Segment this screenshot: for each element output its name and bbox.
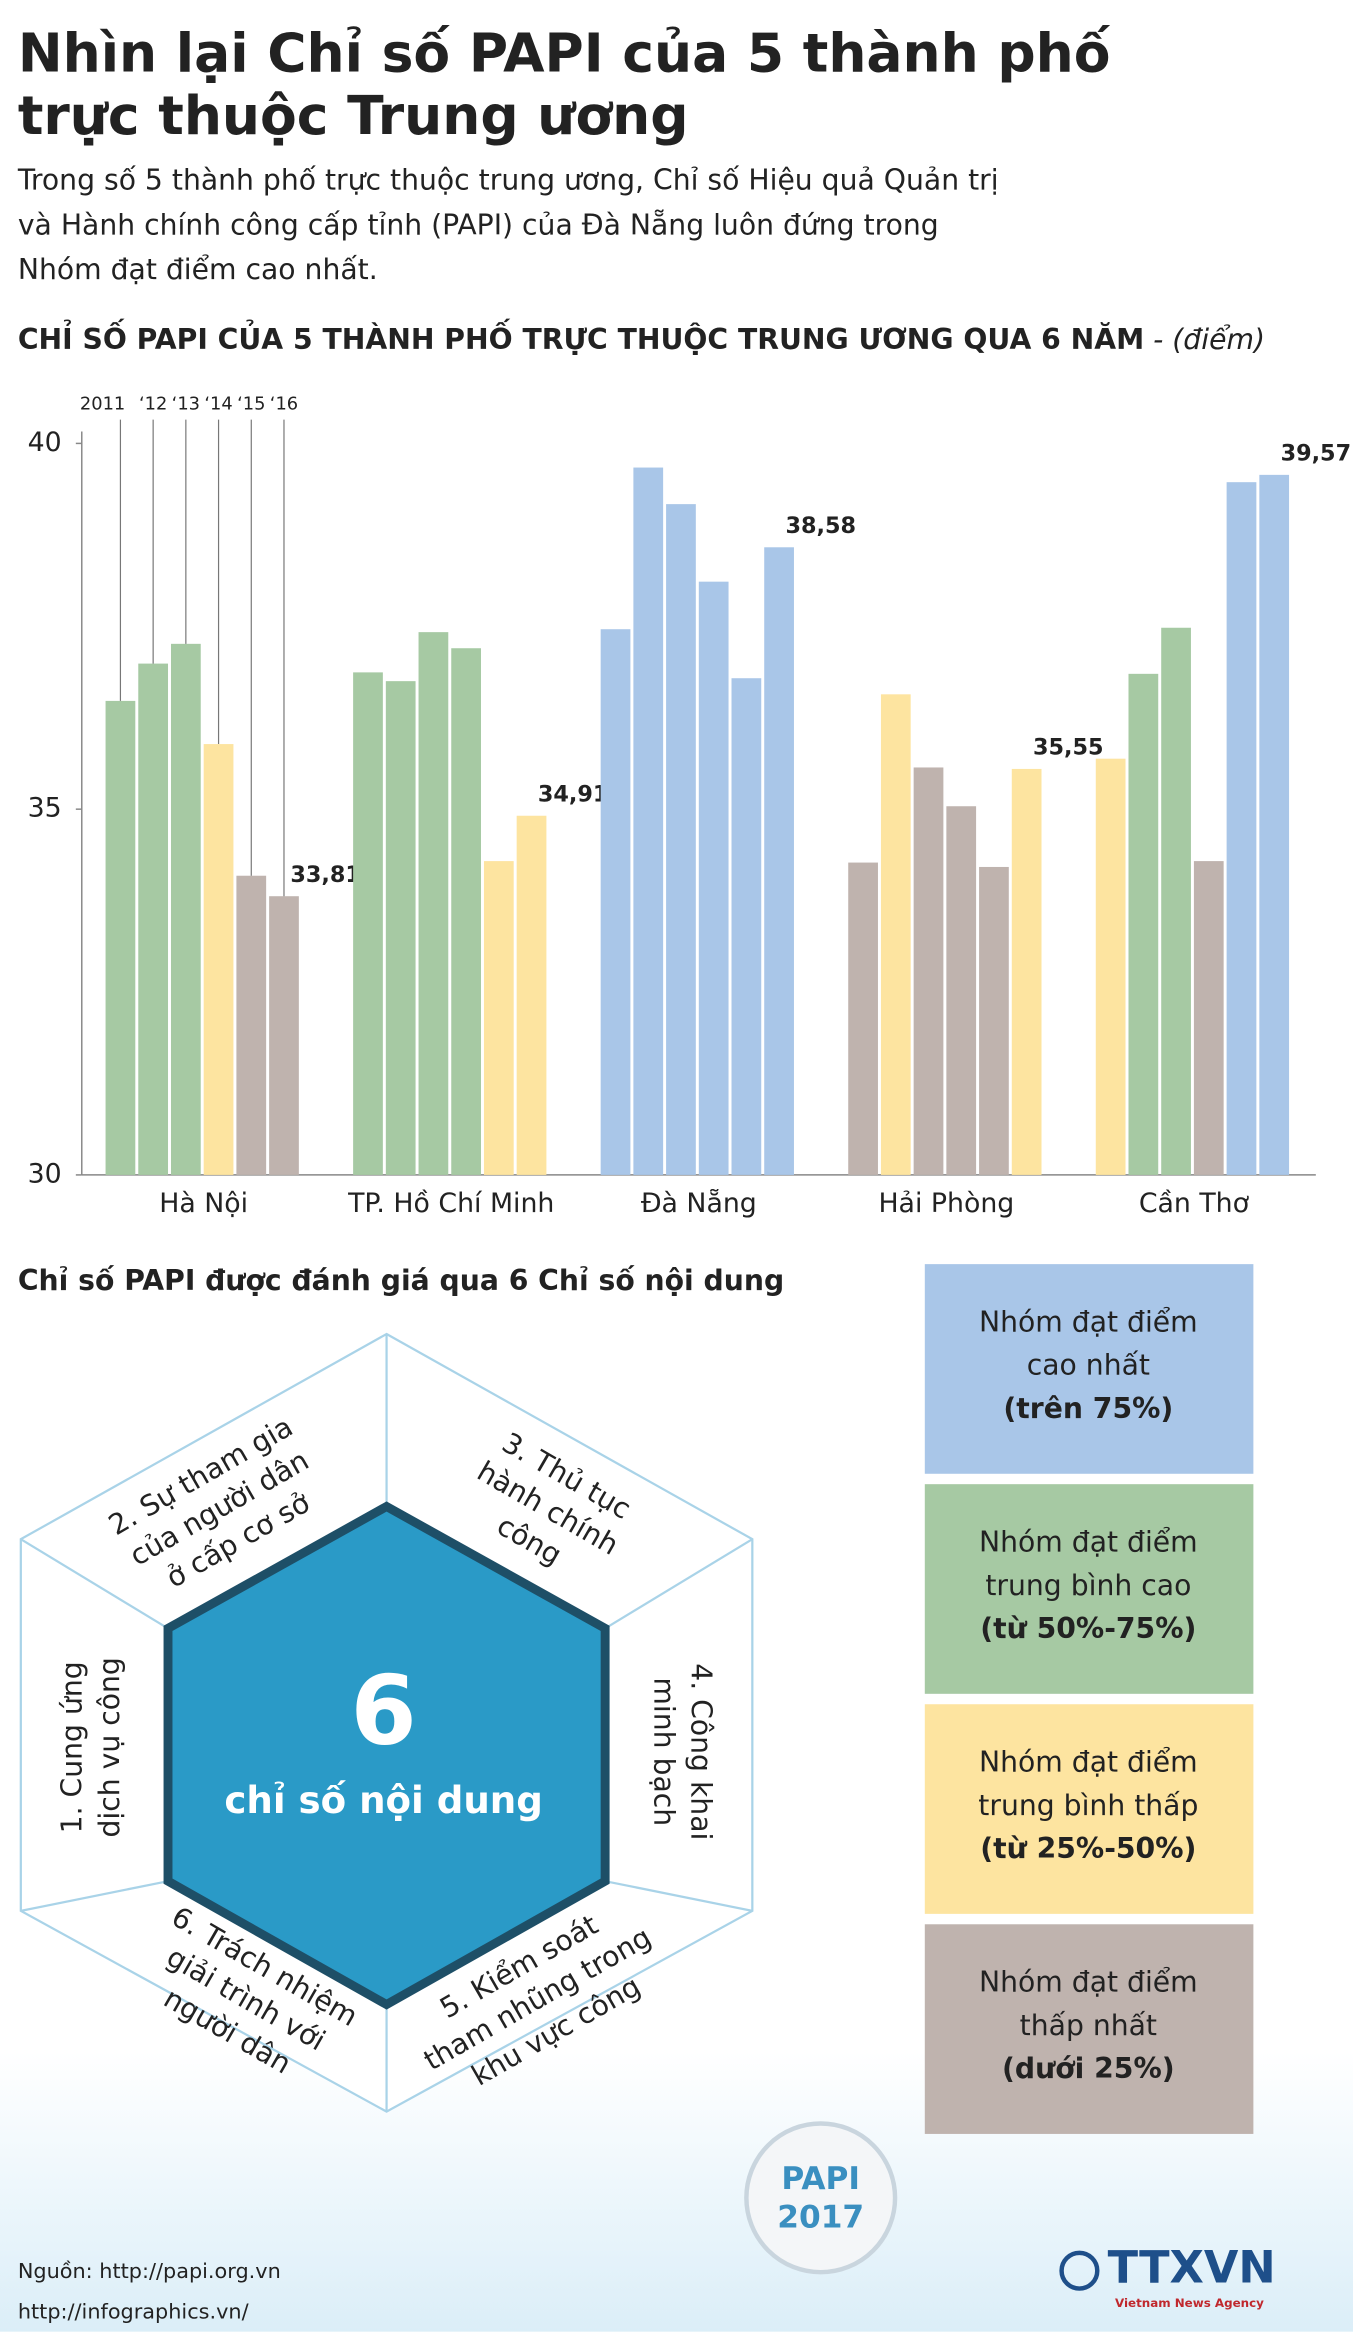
- logo-mark: [1059, 2250, 1100, 2291]
- group-box: [924, 1704, 1254, 1914]
- bar: [353, 672, 383, 1175]
- center-label: chỉ số nội dung: [224, 1778, 542, 1822]
- bar: [483, 861, 514, 1175]
- x-tick-label: TP. Hồ Chí Minh: [347, 1188, 554, 1219]
- bar: [600, 629, 631, 1175]
- y-tick-label: 30: [28, 1158, 62, 1189]
- group-line: trung bình thấp: [978, 1789, 1198, 1822]
- bar: [764, 547, 794, 1175]
- bar: [1193, 861, 1224, 1175]
- bar: [516, 815, 547, 1175]
- group-box: [924, 1264, 1254, 1474]
- value-label: 38,58: [785, 513, 856, 539]
- bar: [979, 866, 1009, 1175]
- bar: [138, 663, 169, 1175]
- group-line: cao nhất: [1027, 1349, 1150, 1382]
- value-label: 39,57: [1281, 441, 1352, 467]
- bar: [1161, 627, 1191, 1175]
- group-line: Nhóm đạt điểm: [979, 1526, 1198, 1559]
- badge-line: PAPI: [781, 2161, 860, 2197]
- legend-label: ‘13: [172, 394, 200, 415]
- group-box: [924, 1924, 1254, 2134]
- group-line: (trên 75%): [1003, 1392, 1173, 1425]
- bar: [666, 504, 696, 1175]
- logo-sub: Vietnam News Agency: [1115, 2296, 1264, 2310]
- x-tick-label: Cần Thơ: [1139, 1188, 1250, 1219]
- badge-line: 2017: [777, 2200, 864, 2236]
- legend-label: ‘16: [270, 394, 298, 415]
- group-line: (từ 25%-50%): [980, 1832, 1196, 1865]
- intro-line: và Hành chính công cấp tỉnh (PAPI) của Đ…: [18, 208, 939, 241]
- inner-hexagon: [163, 1501, 610, 2010]
- bar: [1259, 474, 1290, 1175]
- source: Nguồn: http://papi.org.vn: [18, 2259, 281, 2283]
- bar: [731, 678, 762, 1175]
- bar: [880, 694, 911, 1175]
- bar: [451, 648, 481, 1175]
- index-line: 1. Cung ứng: [56, 1661, 89, 1833]
- chart-title-text: CHỈ SỐ PAPI CỦA 5 THÀNH PHỐ TRỰC THUỘC T…: [18, 318, 1144, 356]
- group-line: trung bình cao: [985, 1569, 1191, 1602]
- site: http://infographics.vn/: [18, 2299, 249, 2323]
- bar: [1011, 768, 1042, 1175]
- legend-label: ‘12: [139, 394, 167, 415]
- bar: [633, 467, 664, 1175]
- bar: [1128, 673, 1159, 1175]
- hex-spokes: [20, 1334, 753, 2112]
- bar: [913, 767, 944, 1175]
- value-label: 34,91: [538, 781, 609, 807]
- intro-line: Nhóm đạt điểm cao nhất.: [18, 253, 378, 286]
- center-number: 6: [350, 1656, 416, 1766]
- group-line: (từ 50%-75%): [980, 1612, 1196, 1645]
- bar: [203, 744, 234, 1175]
- bar: [418, 632, 449, 1175]
- intro-line: Trong số 5 thành phố trực thuộc trung ươ…: [17, 164, 999, 197]
- value-label: 35,55: [1033, 735, 1104, 761]
- y-tick-label: 35: [28, 793, 62, 824]
- bar: [385, 681, 416, 1175]
- index-line: dịch vụ công: [93, 1657, 126, 1837]
- group-line: thấp nhất: [1020, 2009, 1157, 2042]
- group-line: Nhóm đạt điểm: [979, 1306, 1198, 1339]
- bar: [698, 581, 729, 1175]
- chart-title: CHỈ SỐ PAPI CỦA 5 THÀNH PHỐ TRỰC THUỘC T…: [18, 318, 1265, 356]
- group-line: Nhóm đạt điểm: [979, 1966, 1198, 1999]
- legend-label: 2011: [80, 394, 125, 415]
- x-tick-label: Hải Phòng: [878, 1188, 1014, 1219]
- bar: [1095, 758, 1126, 1175]
- group-line: Nhóm đạt điểm: [979, 1746, 1198, 1779]
- bar: [946, 806, 977, 1175]
- index-line: 4. Công khai: [685, 1663, 718, 1840]
- legend-label: ‘15: [237, 394, 265, 415]
- index-label: 1. Cung ứng dịch vụ công: [56, 1657, 126, 1837]
- logo: TTXVN: [1108, 2242, 1276, 2294]
- chart-unit: - (điểm): [1153, 323, 1265, 356]
- legend-label: ‘14: [204, 394, 232, 415]
- value-label: 33,81: [290, 862, 361, 888]
- bar: [105, 700, 136, 1175]
- index-line: minh bạch: [647, 1677, 680, 1826]
- badge: [744, 2121, 898, 2275]
- bar: [236, 875, 267, 1175]
- group-box: [924, 1484, 1254, 1694]
- y-tick-label: 40: [28, 427, 62, 458]
- indices-title: Chỉ số PAPI được đánh giá qua 6 Chỉ số n…: [18, 1264, 784, 1297]
- title-line: trực thuộc Trung ương: [18, 84, 689, 147]
- x-tick-label: Hà Nội: [159, 1188, 248, 1219]
- title-line: Nhìn lại Chỉ số PAPI của 5 thành phố: [18, 21, 1111, 84]
- bar: [170, 643, 201, 1175]
- group-line: (dưới 25%): [1002, 2052, 1175, 2085]
- x-tick-label: Đà Nẵng: [641, 1188, 757, 1219]
- bar: [848, 862, 878, 1175]
- bar: [269, 896, 299, 1175]
- bar: [1226, 482, 1257, 1175]
